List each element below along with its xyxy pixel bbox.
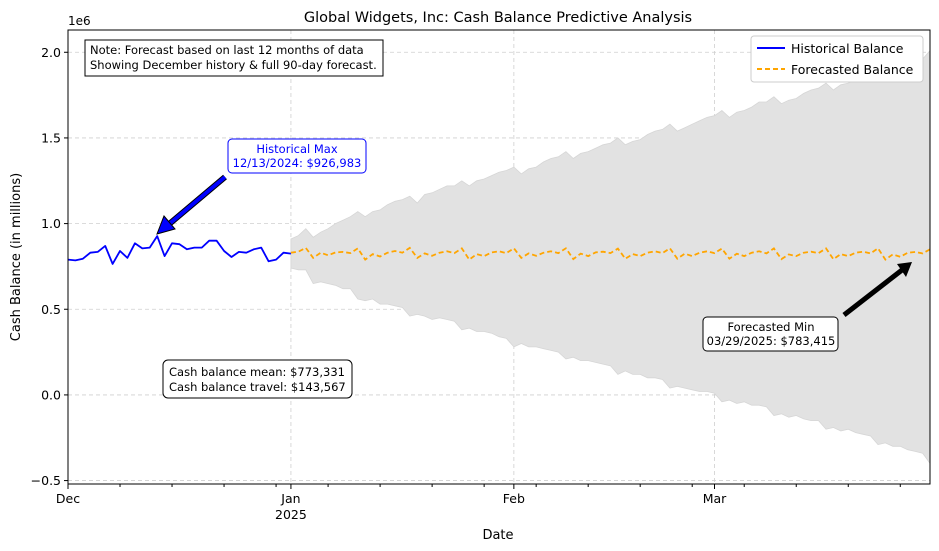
plot-frame (67, 29, 931, 485)
legend: Historical Balance Forecasted Balance (750, 35, 924, 83)
forecast-confidence-band (290, 49, 931, 465)
forecast-min-arrow (897, 262, 912, 277)
chart-title: Global Widgets, Inc: Cash Balance Predic… (304, 10, 692, 26)
note-line-1: Note: Forecast based on last 12 months o… (90, 43, 364, 57)
x-tick-label: Dec (56, 491, 80, 506)
legend-forecast-label: Forecasted Balance (791, 62, 914, 77)
historical-balance-line (67, 235, 292, 265)
x-tick-sublabel: 2025 (275, 507, 307, 522)
y-tick-label: 0.0 (41, 387, 61, 402)
forecast-min-label: Forecasted Min (727, 320, 814, 334)
y-tick-label: 0.5 (41, 302, 61, 317)
historical-max-annotation: Historical Max 12/13/2024: $926,983 (156, 138, 367, 235)
x-tick-label: Mar (703, 491, 727, 506)
x-axis-label: Date (482, 528, 513, 543)
forecasted-balance-line (290, 246, 931, 261)
historical-max-arrow (156, 215, 176, 235)
y-tick-label: −0.5 (31, 473, 61, 488)
note-line-2: Showing December history & full 90-day f… (90, 58, 377, 72)
x-tick-label: Jan (280, 491, 300, 506)
stats-travel: Cash balance travel: $143,567 (169, 380, 346, 394)
legend-historical-label: Historical Balance (791, 41, 904, 56)
y-offset-label: 1e6 (68, 14, 91, 28)
y-axis-label: Cash Balance (in millions) (9, 173, 24, 341)
y-tick-label: 1.5 (41, 130, 61, 145)
y-tick-label: 1.0 (41, 216, 61, 231)
historical-max-value: 12/13/2024: $926,983 (233, 156, 362, 170)
forecast-min-value: 03/29/2025: $783,415 (707, 334, 836, 348)
forecast-min-annotation: Forecasted Min 03/29/2025: $783,415 (702, 262, 912, 352)
stats-mean: Cash balance mean: $773,331 (169, 365, 345, 379)
y-tick-label: 2.0 (41, 45, 61, 60)
stats-box: Cash balance mean: $773,331 Cash balance… (162, 359, 353, 399)
historical-max-label: Historical Max (256, 142, 337, 156)
note-box: Note: Forecast based on last 12 months o… (84, 39, 384, 77)
x-tick-label: Feb (503, 491, 525, 506)
y-axis-ticks: −0.5 0.0 0.5 1.0 1.5 2.0 (31, 45, 68, 488)
